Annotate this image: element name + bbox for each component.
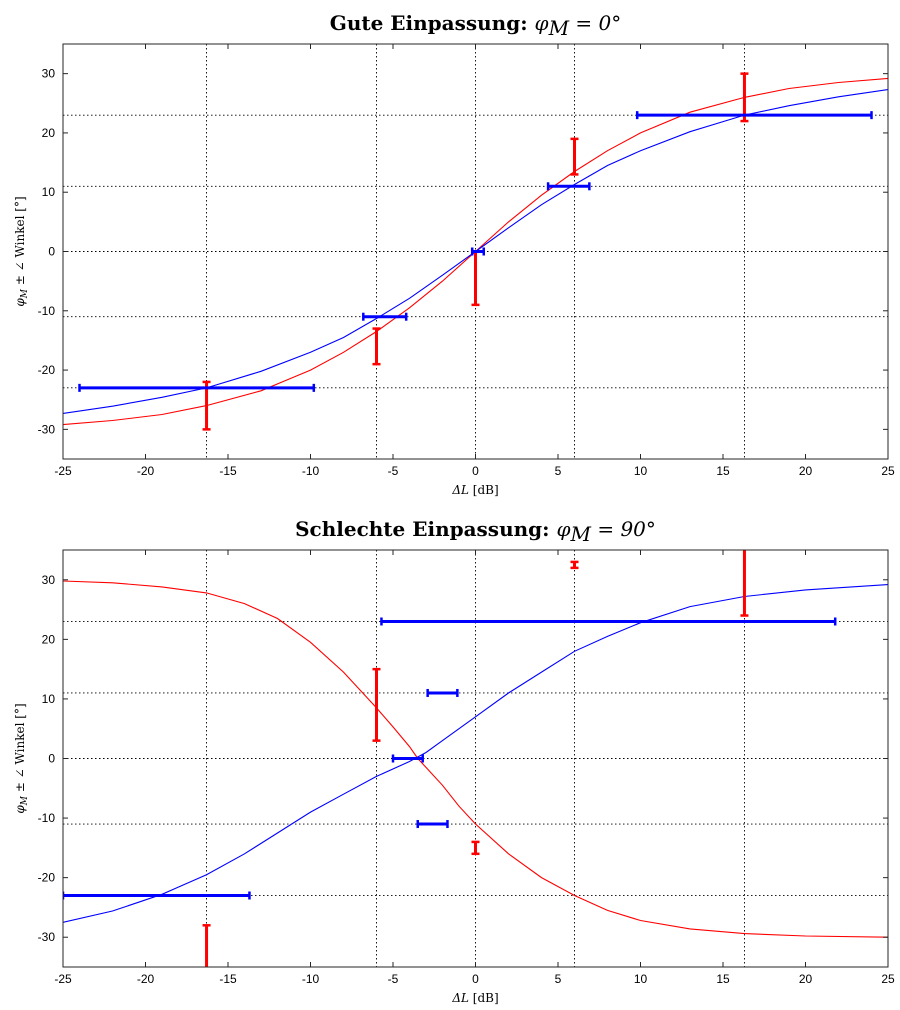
x-tick-label: 15: [716, 464, 730, 478]
y-tick-label: -20: [38, 871, 56, 885]
x-tick-label: 5: [555, 972, 562, 986]
x-tick-label: -20: [137, 972, 155, 986]
plot-area: [63, 550, 888, 967]
chart-title-text: Gute Einpassung:: [330, 11, 535, 35]
y-axis-label-symbol: φ: [13, 805, 27, 814]
x-tick-label: 20: [799, 464, 813, 478]
chart-title-value: = 90°: [591, 517, 656, 541]
y-axis-label: φM ± ∠ Winkel [°]: [13, 703, 30, 813]
x-tick-label: 0: [472, 972, 479, 986]
chart-title: Gute Einpassung: φM = 0°: [330, 11, 622, 40]
y-tick-label: 30: [42, 573, 56, 587]
series-curve-blue: [63, 584, 888, 923]
x-axis-label: ΔL [dB]: [451, 483, 498, 497]
chart-title-text: Schlechte Einpassung:: [295, 517, 556, 541]
y-tick-label: -10: [38, 811, 56, 825]
x-tick-label: -15: [219, 972, 237, 986]
x-tick-label: -10: [302, 464, 320, 478]
x-tick-label: 10: [634, 972, 648, 986]
y-axis-label-subscript: M: [20, 288, 30, 299]
chart-panel-1: -25 -20 -15 -10 -5 0 5 10 15 20 25 -30 -20 -10 0 10 20 30…: [13, 11, 895, 497]
plot-area: [63, 72, 888, 431]
x-tick-label: -5: [388, 972, 399, 986]
y-axis-label-text: ± ∠ Winkel [°]: [13, 196, 27, 289]
x-tick-label: -25: [54, 464, 72, 478]
x-axis-label-unit: [dB]: [469, 483, 499, 497]
series-curve-red: [63, 580, 888, 938]
x-tick-label: -20: [137, 464, 155, 478]
x-tick-label: 25: [881, 464, 895, 478]
chart-title-symbol: φ: [535, 11, 549, 35]
y-tick-label: 10: [42, 692, 56, 706]
y-axis-label-text: ± ∠ Winkel [°]: [13, 703, 27, 796]
y-tick-label: 0: [48, 245, 55, 259]
y-tick-label: 30: [42, 67, 56, 81]
chart-title-symbol: φ: [556, 517, 570, 541]
chart-title: Schlechte Einpassung: φM = 90°: [295, 517, 656, 546]
chart-title-subscript: M: [548, 16, 570, 40]
y-axis-label: φM ± ∠ Winkel [°]: [13, 196, 30, 306]
x-tick-label: -10: [302, 972, 320, 986]
x-tick-label: 25: [881, 972, 895, 986]
x-axis-label-symbol: ΔL: [451, 483, 469, 497]
x-axis-label: ΔL [dB]: [451, 991, 498, 1005]
x-tick-label: 0: [472, 464, 479, 478]
y-axis-label-subscript: M: [20, 795, 30, 806]
x-axis-label-unit: [dB]: [469, 991, 499, 1005]
x-tick-label: 10: [634, 464, 648, 478]
chart-panel-2: -25 -20 -15 -10 -5 0 5 10 15 20 25 -30 -20 -10 0 10 20 30…: [13, 517, 895, 1005]
chart-title-value: = 0°: [569, 11, 621, 35]
y-tick-label: -30: [38, 930, 56, 944]
x-tick-label: -5: [388, 464, 399, 478]
y-tick-label: 20: [42, 632, 56, 646]
x-tick-label: -15: [219, 464, 237, 478]
x-tick-label: 5: [555, 464, 562, 478]
y-tick-label: -30: [38, 422, 56, 436]
y-tick-label: -20: [38, 363, 56, 377]
y-tick-label: 20: [42, 126, 56, 140]
y-tick-label: -10: [38, 304, 56, 318]
x-tick-label: 20: [799, 972, 813, 986]
x-tick-label: -25: [54, 972, 72, 986]
x-axis-label-symbol: ΔL: [451, 991, 469, 1005]
y-axis-label-symbol: φ: [13, 298, 27, 307]
y-tick-label: 10: [42, 185, 56, 199]
chart-title-subscript: M: [570, 522, 592, 546]
y-tick-label: 0: [48, 752, 55, 766]
x-tick-label: 15: [716, 972, 730, 986]
